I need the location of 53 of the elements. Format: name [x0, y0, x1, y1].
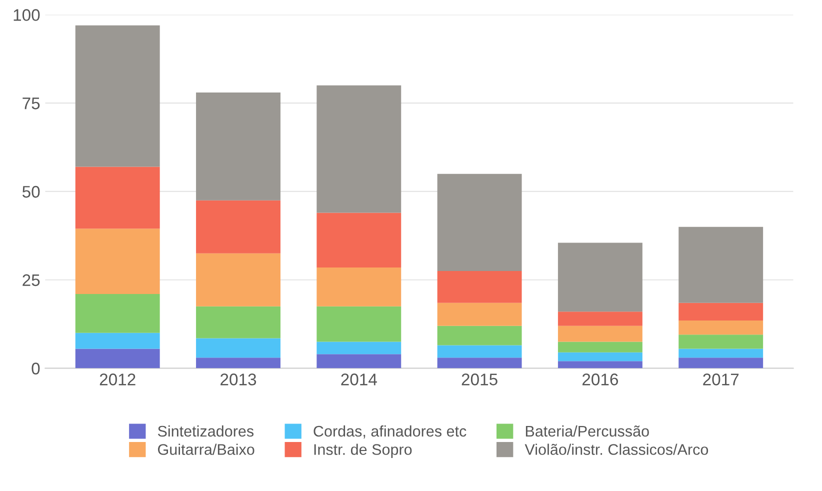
bar — [558, 361, 642, 368]
bar — [75, 294, 160, 333]
bar — [437, 358, 522, 368]
bar — [678, 348, 764, 358]
bar — [196, 338, 280, 358]
bar — [678, 334, 764, 349]
bar — [75, 332, 160, 349]
bar — [558, 326, 642, 342]
y-tick-label: 0 — [32, 362, 40, 374]
bar — [558, 342, 642, 352]
bar — [316, 212, 402, 268]
bar — [196, 306, 280, 338]
bar — [316, 267, 402, 306]
x-tick-label: 2014 — [341, 374, 377, 386]
y-tick-label: 50 — [22, 186, 40, 198]
bar — [75, 348, 160, 368]
bar — [196, 358, 280, 368]
bar — [75, 166, 160, 229]
bar — [316, 354, 402, 368]
legend-label: Bateria/Percussão — [526, 425, 649, 437]
x-tick-label: 2013 — [220, 374, 256, 386]
bar — [75, 25, 160, 167]
bar — [316, 85, 402, 213]
bar — [196, 253, 280, 306]
bar — [437, 302, 522, 326]
legend-label: Instr. de Sopro — [314, 444, 412, 458]
bar — [437, 326, 522, 346]
bar — [196, 200, 280, 254]
bar — [437, 345, 522, 358]
bar — [558, 352, 642, 362]
y-tick-label: 75 — [22, 98, 40, 110]
x-tick-label: 2015 — [462, 374, 498, 386]
bar — [678, 302, 764, 321]
bar — [558, 242, 642, 312]
legend-label: Guitarra/Baixo — [158, 444, 254, 455]
bar — [678, 226, 764, 303]
y-tick-label: 100 — [14, 9, 40, 21]
bar — [437, 271, 522, 303]
bar — [678, 320, 764, 335]
x-tick-label: 2017 — [703, 374, 739, 386]
bar — [558, 312, 642, 326]
bar — [678, 358, 764, 368]
bar — [437, 174, 522, 272]
legend-label: Violão/instr. Classicos/Arco — [524, 444, 708, 455]
y-tick-label: 25 — [22, 274, 40, 286]
x-tick-label: 2016 — [582, 374, 618, 386]
legend-label: Sintetizadores — [158, 425, 254, 437]
bar — [75, 228, 160, 294]
legend-label: Cordas, afinadores etc — [314, 425, 466, 438]
bar — [316, 342, 402, 354]
x-tick-label: 2012 — [100, 374, 136, 386]
bar — [196, 92, 280, 200]
bar — [316, 306, 402, 342]
